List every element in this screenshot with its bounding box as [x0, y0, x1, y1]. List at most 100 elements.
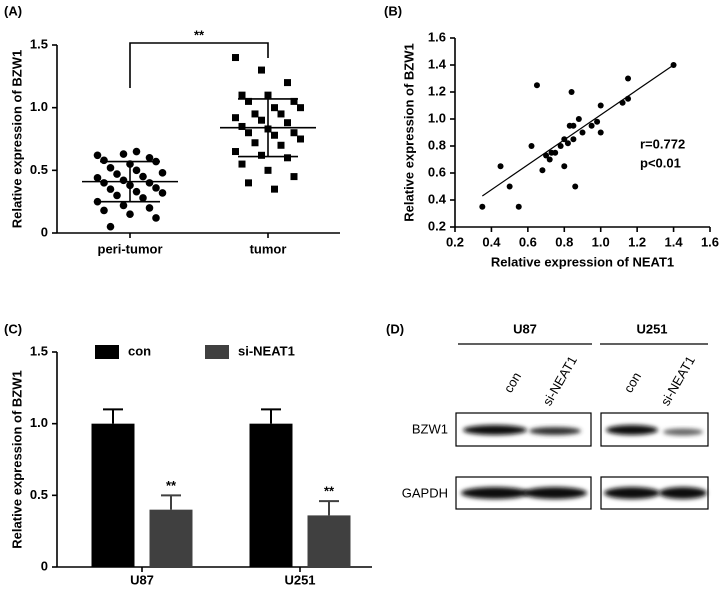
legend-swatch — [205, 345, 229, 359]
lane-label: si-NEAT1 — [540, 353, 580, 408]
y-tick-label: 1.0 — [428, 110, 446, 125]
panel-label: (C) — [4, 321, 22, 336]
data-point — [533, 82, 540, 89]
lane-label: con — [501, 370, 524, 396]
data-point — [113, 170, 121, 178]
data-point — [297, 104, 304, 112]
x-tick-label: 0.4 — [482, 234, 501, 249]
y-axis-label: Relative expression of BZW1 — [9, 50, 24, 228]
significance: ** — [166, 478, 177, 493]
y-tick-label: 0.5 — [30, 162, 48, 177]
data-point — [271, 131, 278, 139]
cell-line: U251 — [636, 321, 667, 336]
data-point — [575, 116, 582, 122]
data-point — [238, 122, 246, 130]
legend-swatch — [95, 345, 119, 359]
panel-label: (D) — [386, 321, 404, 336]
x-tick-label: 1.0 — [592, 234, 610, 249]
blot-bands — [455, 412, 709, 510]
panel-label: (A) — [4, 3, 22, 18]
significance: ** — [324, 484, 335, 499]
bar — [149, 509, 193, 567]
cell-line: U87 — [513, 321, 537, 336]
x-axis-label: Relative expression of NEAT1 — [491, 254, 674, 269]
data-point — [557, 143, 564, 149]
data-point — [570, 122, 577, 129]
data-point — [152, 184, 160, 192]
data-point — [106, 185, 115, 193]
bar — [249, 423, 293, 567]
data-point — [139, 172, 147, 181]
data-point — [290, 173, 298, 181]
y-tick-label: 0 — [41, 558, 48, 573]
data-point — [100, 179, 108, 187]
data-point — [145, 204, 154, 212]
data-point — [588, 122, 595, 129]
bar — [307, 515, 351, 567]
fit-line — [481, 64, 674, 197]
annotation: p<0.01 — [640, 155, 681, 170]
x-tick-label: U251 — [284, 572, 315, 587]
data-point — [579, 129, 586, 136]
data-point — [106, 222, 115, 231]
data-point — [515, 203, 522, 210]
legend-label: con — [128, 343, 151, 358]
data-point — [145, 179, 154, 187]
data-point — [528, 143, 535, 149]
legend-label: si-NEAT1 — [238, 343, 295, 358]
x-tick-label: 0.8 — [555, 234, 573, 249]
panel-label: (B) — [384, 3, 402, 18]
data-point — [284, 154, 291, 162]
data-point — [284, 79, 291, 87]
significance-bracket — [129, 42, 269, 88]
data-point — [245, 179, 252, 187]
data-point — [132, 166, 141, 175]
x-tick-label: peri-tumor — [98, 241, 163, 256]
data-point — [290, 97, 298, 105]
data-point — [119, 150, 128, 158]
data-point — [264, 166, 272, 174]
data-point — [245, 97, 252, 105]
data-point — [479, 203, 486, 210]
y-tick-label: 1.0 — [30, 99, 48, 114]
data-point — [552, 149, 559, 156]
data-point — [297, 135, 304, 143]
data-point — [251, 139, 259, 147]
annotation: r=0.772 — [640, 136, 685, 151]
data-point — [238, 160, 246, 168]
data-point — [93, 174, 102, 182]
data-point — [93, 197, 102, 206]
data-point — [572, 183, 579, 190]
y-tick-label: 1.5 — [30, 343, 48, 358]
data-point — [93, 151, 102, 160]
data-point — [132, 147, 141, 156]
data-point — [119, 176, 128, 185]
data-point — [139, 194, 147, 202]
data-point — [132, 187, 141, 196]
data-point — [158, 169, 167, 177]
data-point — [113, 191, 121, 200]
y-tick-label: 1.6 — [428, 29, 446, 44]
protein-label: BZW1 — [412, 421, 448, 436]
data-point — [232, 114, 239, 122]
significance: ** — [194, 27, 205, 42]
x-tick-label: 1.2 — [628, 234, 646, 249]
data-point — [568, 89, 575, 95]
data-point — [539, 167, 546, 174]
y-tick-label: 1.2 — [428, 83, 446, 98]
data-point — [100, 156, 108, 165]
data-point — [258, 116, 265, 124]
data-point — [238, 91, 246, 99]
data-point — [594, 118, 601, 125]
data-point — [564, 140, 571, 147]
y-tick-label: 0.8 — [428, 137, 446, 152]
data-point — [245, 129, 252, 137]
data-point — [497, 163, 504, 170]
data-point — [277, 141, 285, 149]
data-point — [271, 185, 278, 193]
x-tick-label: tumor — [250, 241, 287, 256]
data-point — [570, 136, 577, 143]
y-axis-label: Relative expression of BZW1 — [9, 370, 24, 548]
data-point — [158, 189, 167, 197]
data-point — [597, 129, 604, 136]
